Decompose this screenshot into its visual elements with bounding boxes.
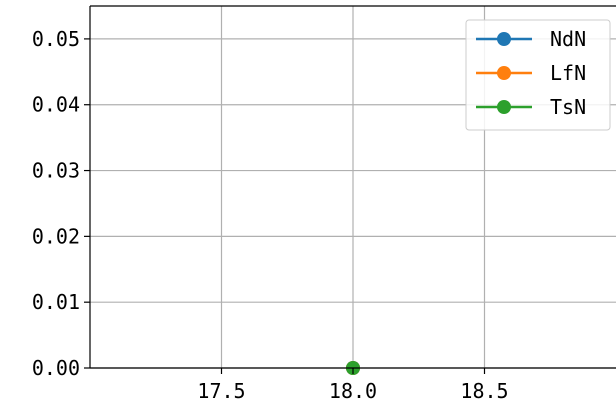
y-tick-label: 0.04	[32, 93, 80, 117]
y-tick-label: 0.03	[32, 159, 80, 183]
legend-label-TsN: TsN	[550, 95, 586, 119]
x-tick-label: 18.5	[460, 379, 508, 403]
legend-label-NdN: NdN	[550, 27, 586, 51]
y-tick-label: 0.00	[32, 356, 80, 380]
legend-marker-NdN	[497, 32, 511, 46]
y-tick-label: 0.05	[32, 27, 80, 51]
legend-box	[465, 19, 611, 131]
legend-label-LfN: LfN	[550, 61, 586, 85]
ticks: 17.5 18.0 18.5 0.00 0.01 0.02 0.03 0.04 0.05	[32, 27, 509, 403]
x-tick-label: 18.0	[329, 379, 377, 403]
legend: NdN LfN TsN	[465, 19, 611, 131]
legend-marker-LfN	[497, 66, 511, 80]
y-tick-label: 0.01	[32, 290, 80, 314]
x-tick-label: 17.5	[197, 379, 245, 403]
y-tick-label: 0.02	[32, 224, 80, 248]
legend-marker-TsN	[497, 100, 511, 114]
